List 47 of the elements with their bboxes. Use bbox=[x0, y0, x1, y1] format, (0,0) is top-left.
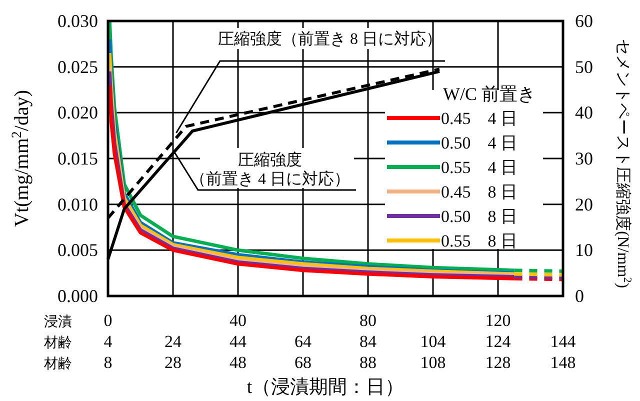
x2-tick-label: 104 bbox=[420, 332, 446, 351]
x-tick-label: 80 bbox=[360, 311, 376, 330]
text: 68 bbox=[294, 353, 312, 372]
legend-title: W/C 前置き bbox=[443, 84, 536, 104]
x-tick-label: 0 bbox=[104, 311, 112, 330]
text: 28 bbox=[164, 353, 182, 372]
y2-tick-label: 60 bbox=[575, 11, 593, 31]
y2-tick-label: 50 bbox=[575, 56, 593, 77]
y2-tick-label: 30 bbox=[575, 148, 593, 168]
text: 128 bbox=[485, 353, 511, 372]
x2-tick-label: 44 bbox=[230, 332, 247, 351]
text: 材齢 bbox=[43, 356, 72, 372]
x2-tick-label: 4 bbox=[104, 332, 113, 351]
x2-tick-label: 144 bbox=[550, 332, 576, 351]
x2-tick-label: 24 bbox=[164, 332, 182, 351]
y-tick-label: 0.030 bbox=[58, 11, 98, 31]
legend-label: 0.50 4 日 bbox=[441, 134, 518, 152]
x-axis-title: t（浸漬期間：日） bbox=[246, 377, 404, 398]
y-tick-label: 0.005 bbox=[58, 240, 98, 260]
y-tick-label: 0.000 bbox=[58, 286, 98, 306]
annotation: 圧縮強度（前置き 4 日に対応） bbox=[190, 151, 350, 188]
x-tick-label: 120 bbox=[485, 311, 511, 330]
text: 浸漬 bbox=[44, 314, 72, 330]
legend-label: 0.45 8 日 bbox=[441, 182, 518, 202]
y-tick-label: 0.015 bbox=[58, 148, 98, 168]
legend-label: 0.55 8 日 bbox=[441, 232, 518, 250]
text: 108 bbox=[420, 353, 446, 372]
legend-label: 0.50 8 日 bbox=[441, 207, 518, 226]
annotation: 圧縮強度（前置き 8 日に対応） bbox=[218, 30, 442, 48]
x2-axis-title: 材齢 bbox=[43, 335, 72, 351]
y2-tick-label: 0 bbox=[575, 286, 584, 306]
legend-label: 0.45 4 日 bbox=[441, 109, 518, 128]
text: 148 bbox=[550, 353, 576, 372]
text: 8 bbox=[104, 353, 112, 372]
text: 88 bbox=[360, 353, 376, 372]
x2-tick-label: 124 bbox=[485, 332, 512, 351]
x-tick-label: 40 bbox=[230, 311, 246, 330]
y-tick-label: 0.020 bbox=[58, 102, 98, 123]
y-tick-label: 0.025 bbox=[58, 56, 98, 77]
x2-tick-label: 64 bbox=[294, 332, 312, 351]
y2-tick-label: 40 bbox=[575, 102, 593, 123]
y-tick-label: 0.010 bbox=[58, 194, 98, 214]
y2-tick-label: 20 bbox=[575, 194, 593, 214]
text: 48 bbox=[230, 353, 246, 372]
y2-tick-label: 10 bbox=[575, 240, 593, 260]
legend-label: 0.55 4 日 bbox=[441, 158, 518, 177]
x2-tick-label: 84 bbox=[360, 332, 377, 351]
